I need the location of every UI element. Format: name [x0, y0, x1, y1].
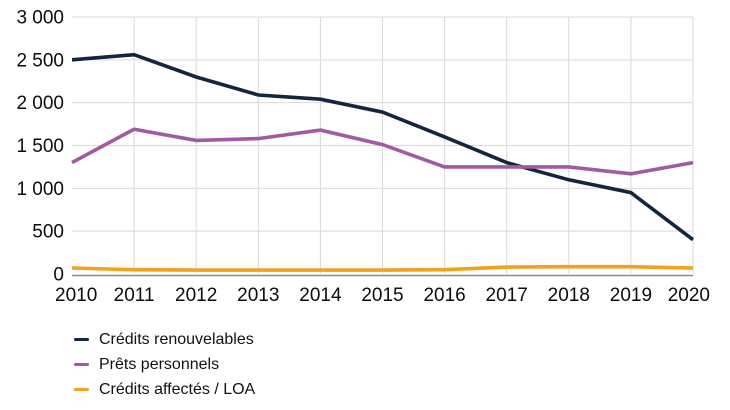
- x-tick-label: 2017: [486, 285, 528, 306]
- series-line-cr-dits-renouvelables: [71, 52, 695, 242]
- series-line-cr-dits-affect-s-loa: [71, 264, 694, 272]
- legend-label: Prêts personnels: [99, 355, 220, 373]
- y-tick-label: 0: [53, 265, 64, 286]
- y-tick-label: 2 500: [16, 50, 64, 71]
- legend-label: Crédits renouvelables: [99, 330, 254, 348]
- line-chart: 0 500 1 000 1 500 2 000 2 500 3 000 2010 2011 201…: [16, 8, 710, 307]
- legend-line-swatch: [74, 387, 89, 392]
- legend-item-credits-renouvelables: Crédits renouvelables: [74, 327, 255, 352]
- x-tick-label: 2018: [548, 285, 590, 306]
- legend-line-swatch: [74, 362, 89, 367]
- legend-item-prets-personnels: Prêts personnels: [74, 352, 255, 377]
- y-tick-label: 3 000: [16, 8, 64, 29]
- x-tick-label: 2011: [114, 285, 155, 306]
- x-tick-label: 2015: [361, 285, 403, 306]
- x-tick-label: 2019: [610, 285, 652, 306]
- series-line-pr-ts-personnels: [71, 127, 694, 176]
- y-tick-label: 500: [32, 222, 64, 243]
- y-tick-label: 2 000: [16, 93, 64, 114]
- y-tick-label: 1 000: [16, 179, 64, 200]
- chart-legend: Crédits renouvelables Prêts personnels C…: [74, 327, 255, 402]
- y-tick-label: 1 500: [16, 136, 64, 157]
- legend-item-credits-affectes-loa: Crédits affectés / LOA: [74, 377, 255, 402]
- x-tick-label: 2010: [55, 285, 97, 306]
- legend-label: Crédits affectés / LOA: [99, 380, 256, 398]
- x-tick-label: 2020: [668, 285, 710, 306]
- x-tick-label: 2016: [423, 285, 465, 306]
- x-tick-label: 2014: [299, 285, 342, 306]
- x-tick-label: 2012: [175, 285, 217, 306]
- legend-line-swatch: [74, 337, 89, 342]
- x-tick-label: 2013: [237, 285, 279, 306]
